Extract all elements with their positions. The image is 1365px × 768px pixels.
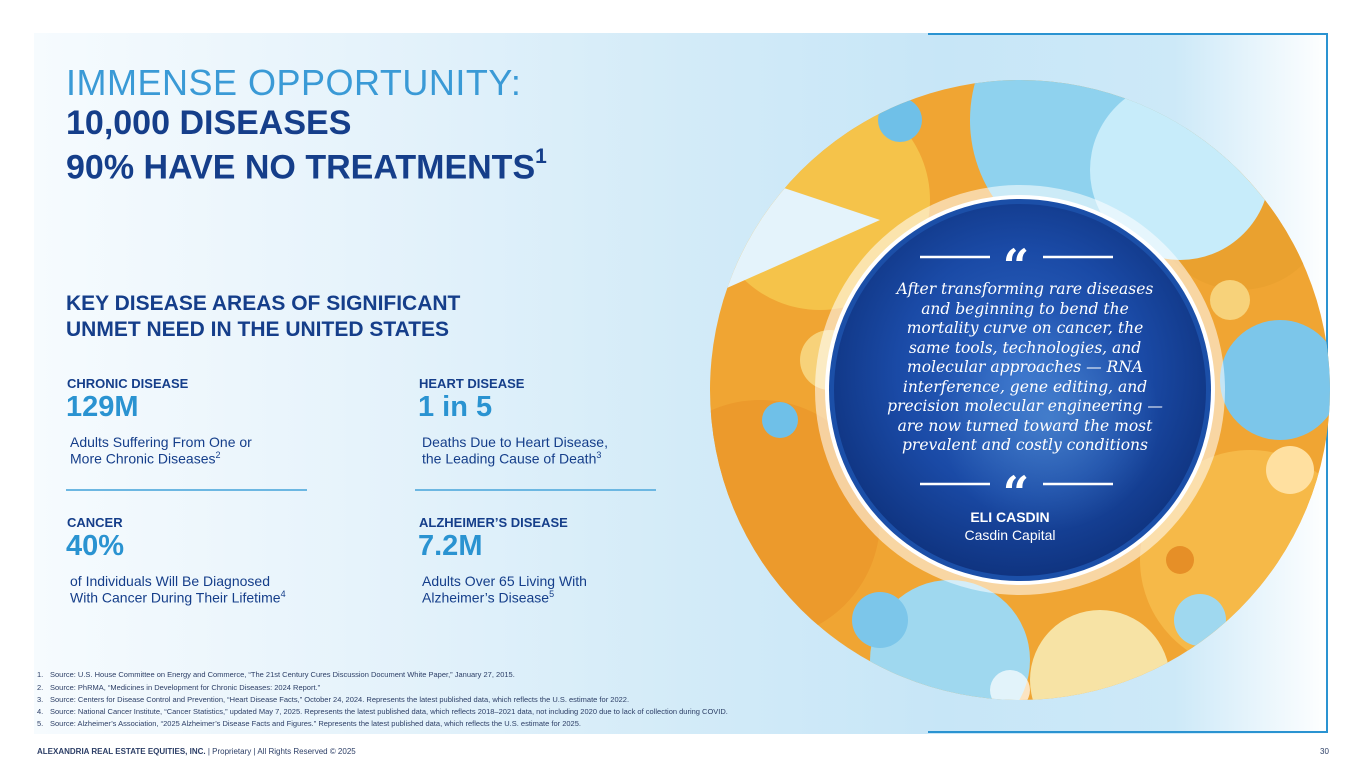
stat-description-line-1: Deaths Due to Heart Disease, (422, 434, 608, 450)
footer-text: ALEXANDRIA REAL ESTATE EQUITIES, INC. | … (37, 747, 356, 756)
quote-mark-bottom-icon: “ (1003, 466, 1029, 520)
stat-description-line-2: With Cancer During Their Lifetime4 (70, 589, 286, 606)
quote-author-org: Casdin Capital (964, 527, 1056, 543)
stat-description-line-2: Alzheimer’s Disease5 (422, 589, 555, 606)
quote-text: After transforming rare diseases and beg… (870, 280, 1180, 456)
title-line-1: IMMENSE OPPORTUNITY: (66, 62, 522, 103)
footnote: 1. Source: U.S. House Committee on Energy… (37, 670, 515, 679)
footnote: 2. Source: PhRMA, “Medicines in Developme… (37, 683, 321, 692)
quote-line: same tools, technologies, and (908, 338, 1142, 357)
footnote: 3. Source: Centers for Disease Control an… (37, 695, 630, 704)
footnote: 4. Source: National Cancer Institute, “Ca… (37, 707, 728, 716)
subheading-line-1: KEY DISEASE AREAS OF SIGNIFICANT (66, 292, 461, 315)
stat-value: 129M (66, 391, 139, 423)
stat-description-line-1: of Individuals Will Be Diagnosed (70, 573, 270, 589)
stat-description-line-1: Adults Over 65 Living With (422, 573, 587, 589)
title-line-3-text: 90% HAVE NO TREATMENTS (66, 148, 536, 187)
quote-line: precision molecular engineering — (887, 397, 1163, 415)
quote-line: After transforming rare diseases (896, 280, 1154, 298)
stat-value: 7.2M (418, 530, 483, 562)
quote-line: are now turned toward the most (897, 416, 1153, 435)
stat-category: CANCER (67, 515, 123, 530)
title-footnote-ref: 1 (535, 145, 547, 168)
stat-value: 40% (66, 530, 125, 562)
footnote: 5. Source: Alzheimer’s Association, “2025… (37, 719, 581, 728)
quote-author-name: ELI CASDIN (970, 509, 1050, 525)
subheading-line-2: UNMET NEED IN THE UNITED STATES (66, 318, 450, 341)
quote-line: and beginning to bend the (921, 299, 1129, 318)
quote-line: interference, gene editing, and (902, 377, 1148, 396)
quote-mark-top-icon: “ (1003, 239, 1029, 293)
stat-category: CHRONIC DISEASE (67, 376, 189, 391)
quote-line: mortality curve on cancer, the (906, 319, 1144, 337)
stat-description-line-1: Adults Suffering From One or (70, 434, 252, 450)
stat-description-line-2: the Leading Cause of Death3 (422, 450, 602, 467)
footer-company: ALEXANDRIA REAL ESTATE EQUITIES, INC. (37, 747, 206, 756)
stat-divider (415, 489, 656, 491)
stat-value: 1 in 5 (418, 391, 493, 423)
title-line-2: 10,000 DISEASES (66, 104, 352, 142)
stat-description-line-2: More Chronic Diseases2 (70, 450, 221, 467)
page-number: 30 (1320, 747, 1329, 756)
title-line-3: 90% HAVE NO TREATMENTS1 (66, 145, 547, 187)
stat-divider (66, 489, 307, 491)
footer-rights: | Proprietary | All Rights Reserved © 20… (205, 747, 356, 756)
quote-line: molecular approaches — RNA (907, 358, 1143, 376)
stat-category: ALZHEIMER’S DISEASE (419, 515, 568, 530)
quote-line: prevalent and costly conditions (901, 436, 1148, 454)
stat-category: HEART DISEASE (419, 376, 525, 391)
